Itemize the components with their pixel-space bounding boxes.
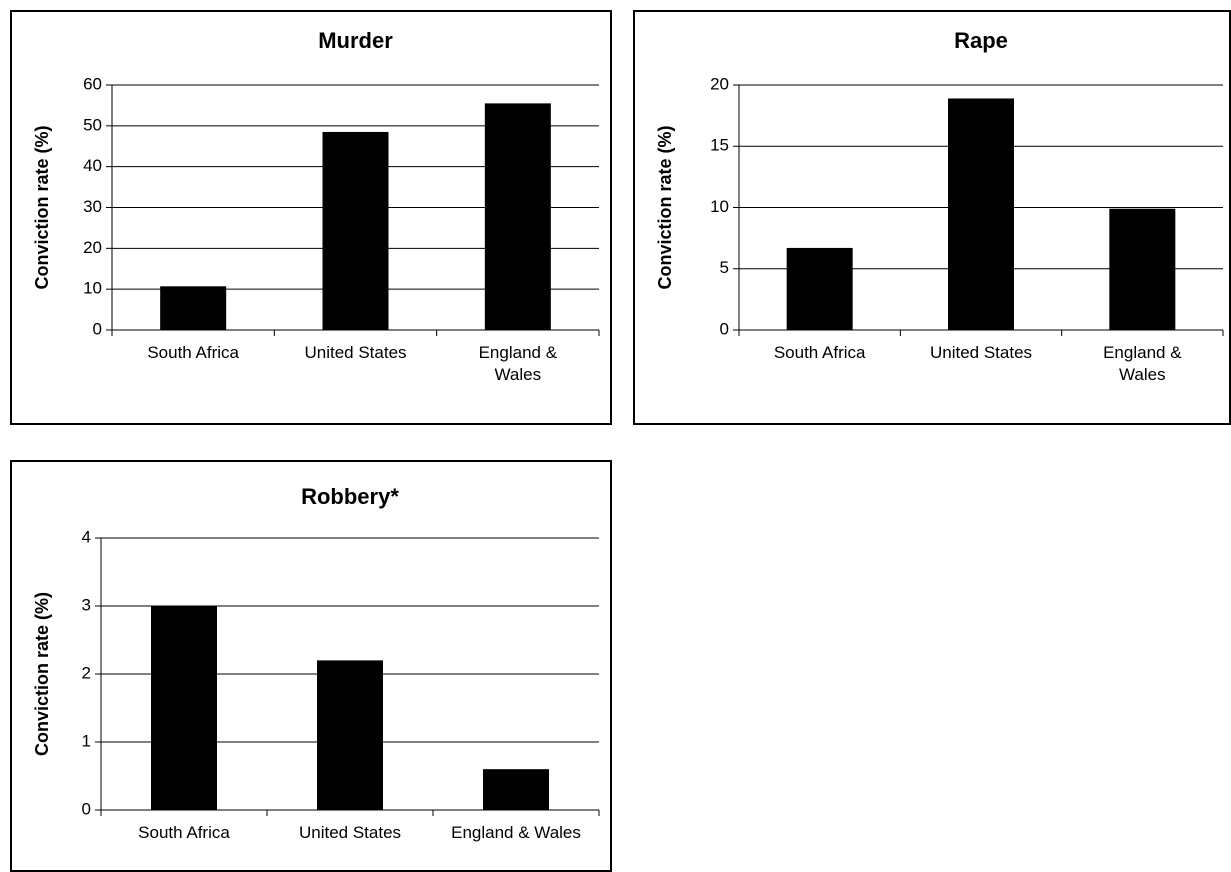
murder-x-tick-label: England & — [479, 343, 558, 362]
robbery-y-tick-label: 0 — [82, 799, 91, 818]
murder-y-tick-label: 10 — [83, 279, 102, 298]
rape-y-tick-label: 20 — [710, 74, 729, 93]
robbery-y-tick-label: 1 — [82, 731, 91, 750]
murder-chart: Murder Conviction rate (%) 0 10 20 30 40 50 60 So… — [32, 28, 600, 384]
rape-x-tick-label: South Africa — [774, 343, 866, 362]
murder-y-tick-label: 20 — [83, 238, 102, 257]
robbery-bar — [151, 606, 217, 810]
murder-y-tick-label: 50 — [83, 115, 102, 134]
robbery-chart-title: Robbery* — [301, 484, 399, 509]
robbery-y-tick-label: 4 — [82, 527, 91, 546]
murder-chart-panel: Murder Conviction rate (%) 0 10 20 30 40 50 60 So… — [10, 10, 612, 425]
robbery-y-tick-label: 2 — [82, 663, 91, 682]
rape-y-axis-label: Conviction rate (%) — [655, 125, 675, 289]
rape-chart-title: Rape — [954, 28, 1008, 53]
rape-y-tick-label: 5 — [720, 258, 729, 277]
rape-y-tick-label: 15 — [710, 136, 729, 155]
rape-chart-panel: Rape Conviction rate (%) 0 5 10 15 20 South Afr… — [633, 10, 1231, 425]
murder-x-tick-label: Wales — [495, 365, 542, 384]
murder-bar — [322, 131, 389, 330]
robbery-bar — [483, 769, 549, 810]
murder-y-axis-label: Conviction rate (%) — [32, 125, 52, 289]
robbery-x-tick-label: United States — [299, 823, 401, 842]
murder-bar — [160, 286, 227, 330]
rape-x-tick-label: United States — [930, 343, 1032, 362]
rape-y-tick-label: 0 — [720, 319, 729, 338]
murder-chart-title: Murder — [318, 28, 393, 53]
robbery-y-tick-label: 3 — [82, 595, 91, 614]
rape-chart: Rape Conviction rate (%) 0 5 10 15 20 South Afr… — [655, 28, 1224, 384]
rape-bar — [1109, 208, 1176, 330]
murder-x-tick-label: United States — [304, 343, 406, 362]
murder-bar — [484, 103, 551, 330]
murder-y-tick-label: 40 — [83, 156, 102, 175]
murder-y-tick-label: 0 — [93, 319, 102, 338]
robbery-chart: Robbery* Conviction rate (%) 0 1 2 3 4 South Af… — [32, 484, 600, 842]
murder-y-tick-label: 30 — [83, 197, 102, 216]
murder-y-tick-label: 60 — [83, 74, 102, 93]
rape-x-tick-label: Wales — [1119, 365, 1166, 384]
robbery-x-tick-label: England & Wales — [451, 823, 581, 842]
murder-x-tick-label: South Africa — [147, 343, 239, 362]
robbery-bar — [317, 660, 383, 810]
rape-x-tick-label: England & — [1103, 343, 1182, 362]
robbery-chart-panel: Robbery* Conviction rate (%) 0 1 2 3 4 South Af… — [10, 460, 612, 872]
rape-bar — [786, 247, 853, 330]
rape-y-tick-label: 10 — [710, 197, 729, 216]
robbery-y-axis-label: Conviction rate (%) — [32, 592, 52, 756]
robbery-x-tick-label: South Africa — [138, 823, 230, 842]
rape-bar — [948, 98, 1014, 330]
